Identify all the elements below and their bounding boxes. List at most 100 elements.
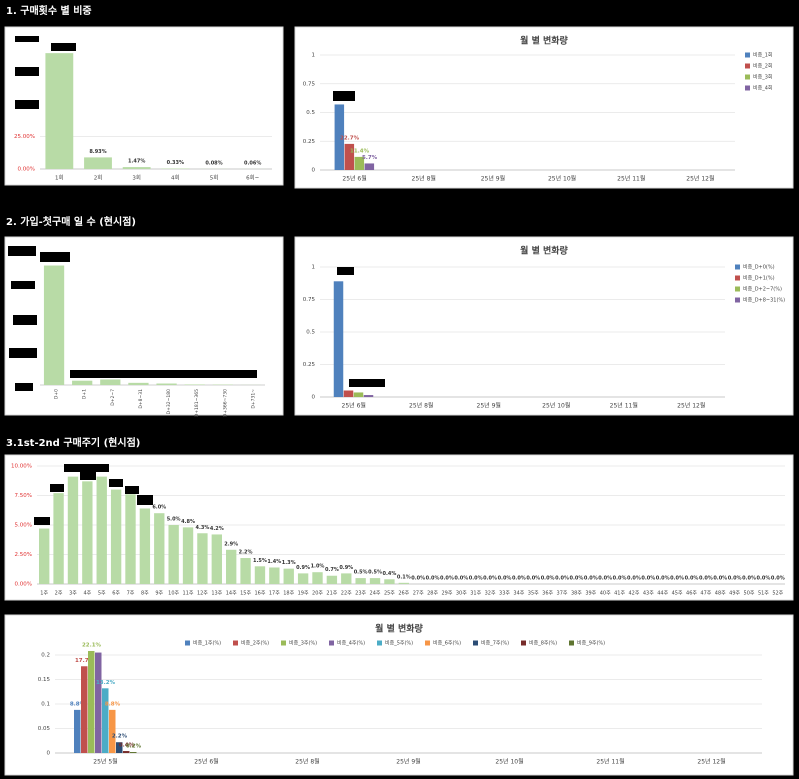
legend-swatch bbox=[735, 286, 740, 292]
legend-label: 비중_3회 bbox=[753, 74, 772, 81]
x-tick-label: 20주 bbox=[312, 591, 323, 597]
legend-swatch bbox=[745, 63, 750, 69]
y-tick-label: 0.00% bbox=[15, 582, 32, 588]
x-tick-label: 43주 bbox=[643, 591, 654, 597]
data-label: 8.93% bbox=[89, 149, 106, 155]
x-tick-label: 9주 bbox=[155, 591, 163, 597]
redaction bbox=[125, 486, 139, 494]
x-tick-label: 45주 bbox=[672, 591, 683, 597]
x-tick-label: 49주 bbox=[729, 591, 740, 597]
data-label: 0.06% bbox=[244, 160, 261, 166]
legend-label: 비중_2주(%) bbox=[241, 640, 269, 647]
x-tick-label: 30주 bbox=[456, 591, 467, 597]
x-tick-label: 37주 bbox=[557, 591, 568, 597]
bar bbox=[100, 379, 121, 385]
data-label: 0.7% bbox=[325, 567, 339, 573]
bar bbox=[168, 525, 179, 584]
bar bbox=[130, 752, 137, 753]
data-label: 11.4% bbox=[350, 148, 370, 154]
y-tick-label: 0.1 bbox=[41, 702, 50, 708]
y-tick-label: 7.50% bbox=[15, 493, 32, 499]
bar bbox=[156, 383, 177, 385]
data-label: 0.0% bbox=[756, 576, 770, 582]
bar bbox=[254, 566, 266, 584]
legend-label: 비중_4회 bbox=[753, 85, 772, 92]
redaction bbox=[51, 43, 76, 51]
x-tick-label: D+8~31 bbox=[138, 389, 144, 409]
bar bbox=[363, 395, 374, 397]
legend-label: 비중_2회 bbox=[753, 63, 772, 70]
y-tick-label: 0.25 bbox=[303, 362, 316, 368]
bar bbox=[43, 265, 65, 385]
y-tick-label: 0 bbox=[312, 395, 316, 401]
data-label: 0.0% bbox=[598, 576, 612, 582]
data-label: 5.0% bbox=[167, 517, 181, 523]
chart-title: 월 별 변화량 bbox=[520, 35, 568, 47]
legend-label: 비중_1주(%) bbox=[193, 640, 221, 647]
x-tick-label: 15주 bbox=[240, 591, 251, 597]
bar bbox=[88, 651, 95, 753]
redaction bbox=[15, 36, 39, 42]
x-tick-label: 2주 bbox=[55, 591, 63, 597]
x-tick-label: 47주 bbox=[700, 591, 711, 597]
x-tick-label: 6주 bbox=[112, 591, 120, 597]
data-label: 0.0% bbox=[512, 576, 526, 582]
data-label: 0.0% bbox=[584, 576, 598, 582]
y-tick-label: 10.00% bbox=[11, 464, 32, 470]
chart-title: 월 별 변화량 bbox=[375, 623, 423, 635]
redaction bbox=[349, 379, 385, 387]
data-label: 0.0% bbox=[526, 576, 540, 582]
bar bbox=[96, 476, 107, 584]
redaction bbox=[8, 246, 36, 256]
bar bbox=[184, 384, 205, 385]
redaction bbox=[337, 267, 354, 275]
redaction bbox=[9, 348, 37, 358]
data-label: 0.0% bbox=[728, 576, 742, 582]
bar bbox=[297, 573, 309, 584]
chart-panel bbox=[4, 454, 794, 601]
legend-swatch bbox=[745, 52, 750, 58]
data-label: 4.8% bbox=[181, 519, 195, 525]
data-label: 8.8% bbox=[105, 701, 121, 707]
x-tick-label: 8주 bbox=[141, 591, 149, 597]
data-label: 8.8% bbox=[70, 701, 86, 707]
bar bbox=[312, 572, 323, 584]
data-label: 0.0% bbox=[426, 576, 440, 582]
x-tick-label: 32주 bbox=[485, 591, 496, 597]
data-label: 0.0% bbox=[641, 576, 655, 582]
legend-swatch bbox=[281, 640, 286, 646]
legend-label: 비중_D+1(%) bbox=[743, 275, 775, 282]
legend-swatch bbox=[473, 640, 478, 646]
data-label: 0.0% bbox=[685, 576, 699, 582]
y-tick-label: 0.05 bbox=[38, 726, 51, 732]
bar bbox=[197, 533, 208, 584]
x-tick-label: D+181~365 bbox=[194, 389, 200, 417]
chart-panel bbox=[294, 236, 794, 416]
x-tick-label: 22주 bbox=[341, 591, 352, 597]
data-label: 0.5% bbox=[354, 570, 368, 576]
x-tick-label: 10주 bbox=[168, 591, 179, 597]
data-label: 17.7% bbox=[75, 658, 95, 664]
x-tick-label: 44주 bbox=[657, 591, 668, 597]
bar bbox=[72, 380, 93, 385]
bar bbox=[326, 575, 338, 584]
bar bbox=[334, 104, 345, 170]
x-tick-label: 42주 bbox=[628, 591, 639, 597]
x-tick-label: 24주 bbox=[370, 591, 381, 597]
legend-swatch bbox=[735, 297, 740, 303]
legend-swatch bbox=[745, 85, 750, 91]
legend-label: 비중_7주(%) bbox=[481, 640, 509, 647]
data-label: 0.0% bbox=[411, 576, 425, 582]
bar bbox=[95, 652, 102, 753]
bar bbox=[125, 494, 136, 584]
data-label: 0.0% bbox=[440, 576, 454, 582]
x-tick-label: 13주 bbox=[211, 591, 222, 597]
bar bbox=[353, 392, 364, 397]
data-label: 5.7% bbox=[362, 155, 378, 161]
data-label: 0.08% bbox=[205, 160, 222, 166]
legend-swatch bbox=[329, 640, 334, 646]
x-tick-label: 23주 bbox=[355, 591, 366, 597]
y-tick-label: 0 bbox=[312, 168, 316, 174]
bar bbox=[45, 53, 74, 170]
data-label: 0.0% bbox=[742, 576, 756, 582]
